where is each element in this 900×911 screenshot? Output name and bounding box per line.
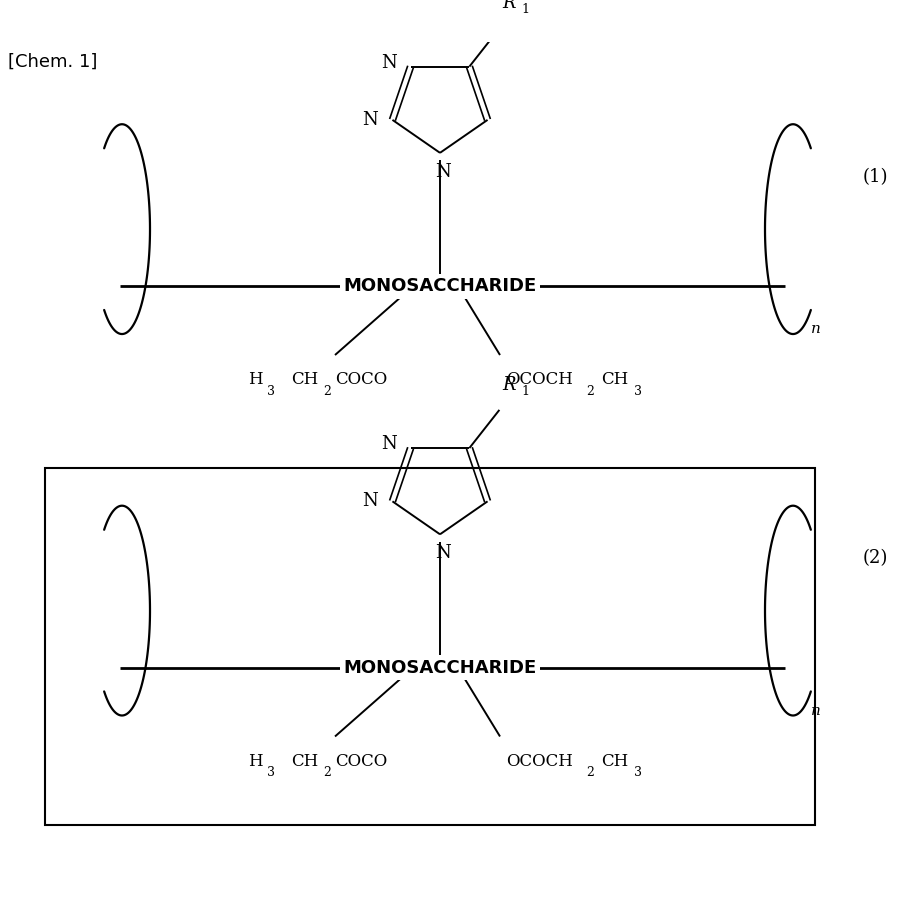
Text: H: H [248,752,262,770]
Text: COCO: COCO [335,752,387,770]
Text: N: N [381,435,397,454]
Text: CH: CH [601,372,628,388]
Text: n: n [811,703,821,718]
Text: MONOSACCHARIDE: MONOSACCHARIDE [344,277,536,295]
Text: 1: 1 [521,3,529,16]
Text: N: N [435,163,451,181]
Text: OCOCH: OCOCH [507,372,573,388]
Text: 3: 3 [634,384,642,398]
Text: 3: 3 [634,766,642,779]
Text: COCO: COCO [335,372,387,388]
Text: 1: 1 [521,384,529,397]
Text: R: R [502,0,516,12]
Text: OCOCH: OCOCH [507,752,573,770]
Text: CH: CH [292,752,319,770]
Text: N: N [363,492,378,510]
Text: N: N [435,545,451,562]
Text: 2: 2 [323,766,331,779]
Bar [45,467,815,825]
Text: N: N [363,111,378,128]
Text: (2): (2) [862,549,887,568]
Text: R: R [502,375,516,394]
Text: N: N [381,54,397,72]
Text: 3: 3 [267,766,275,779]
Text: CH: CH [601,752,628,770]
Text: 3: 3 [267,384,275,398]
Text: n: n [811,322,821,336]
Text: H: H [248,372,262,388]
Text: CH: CH [292,372,319,388]
Text: 2: 2 [323,384,331,398]
Text: 2: 2 [586,766,594,779]
Text: MONOSACCHARIDE: MONOSACCHARIDE [344,659,536,677]
Text: (1): (1) [862,168,887,186]
Text: [Chem. 1]: [Chem. 1] [8,53,97,71]
Text: 2: 2 [586,384,594,398]
